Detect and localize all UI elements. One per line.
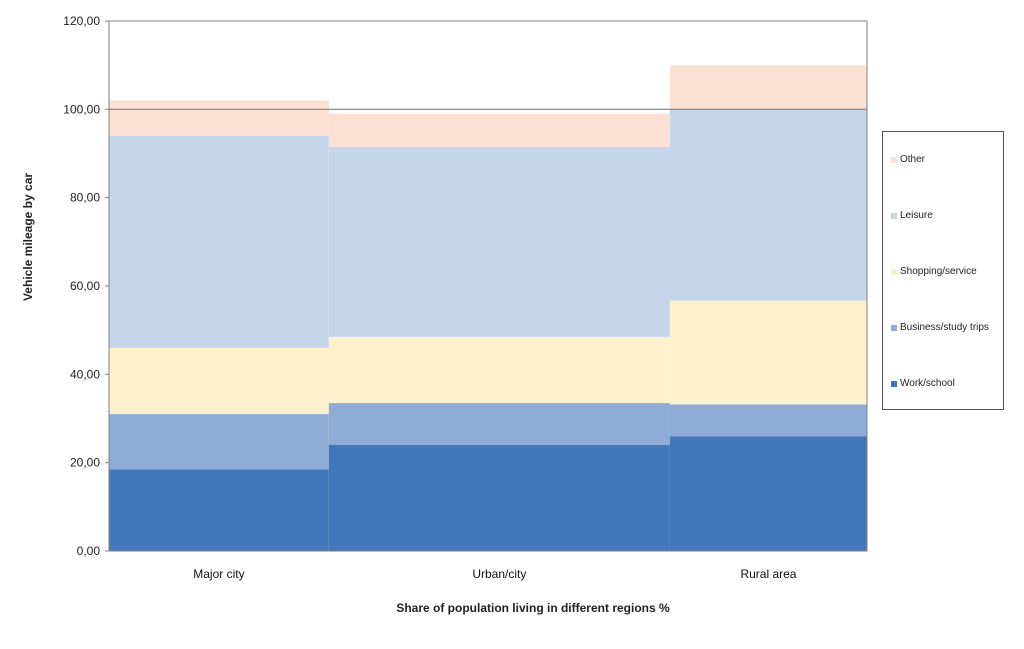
legend-item: Work/school <box>891 378 955 389</box>
bar-4-0 <box>109 100 329 136</box>
legend-swatch <box>891 324 897 331</box>
bar-2-2 <box>669 300 867 405</box>
legend-item: Shopping/service <box>891 266 977 277</box>
bar-0-2 <box>669 436 867 551</box>
y-tick-label: 80,00 <box>70 191 100 205</box>
x-category-label: Major city <box>193 567 244 581</box>
legend-swatch <box>891 212 897 219</box>
bar-0-0 <box>109 469 329 551</box>
bar-2-0 <box>109 347 329 415</box>
legend-item: Leisure <box>891 210 933 221</box>
legend-label: Work/school <box>900 378 955 389</box>
y-tick-label: 60,00 <box>70 279 100 293</box>
legend: Other Leisure Shopping/service Business/stu… <box>882 131 1004 410</box>
bar-2-1 <box>328 336 670 404</box>
legend-label: Other <box>900 154 926 165</box>
y-tick-label: 0,00 <box>77 544 101 558</box>
bar-4-1 <box>328 113 670 147</box>
bar-1-1 <box>328 403 670 445</box>
legend-item: Other <box>891 154 925 165</box>
y-tick-labels: 0,00 20,00 40,00 60,00 80,00 100,00 120,00 <box>63 14 109 558</box>
x-category-labels: Major city Urban/city Rural area <box>193 567 797 581</box>
bar-3-2 <box>669 109 867 301</box>
legend-item: Business/study trips <box>891 322 989 333</box>
legend-swatch <box>891 268 897 275</box>
legend-swatch <box>891 156 897 163</box>
bar-4-2 <box>669 65 867 110</box>
bar-1-2 <box>669 404 867 437</box>
bar-1-0 <box>109 414 329 470</box>
legend-label: Shopping/service <box>900 266 977 277</box>
y-axis-title: Vehicle mileage by car <box>21 173 35 301</box>
x-category-label: Rural area <box>740 567 796 581</box>
bar-3-1 <box>328 146 670 337</box>
y-tick-label: 40,00 <box>70 367 100 381</box>
x-category-label: Urban/city <box>472 567 526 581</box>
y-tick-label: 20,00 <box>70 456 100 470</box>
y-tick-label: 120,00 <box>63 14 100 28</box>
legend-label: Leisure <box>900 210 933 221</box>
x-axis-title: Share of population living in different … <box>396 601 670 615</box>
legend-swatch <box>891 380 897 387</box>
legend-label: Business/study trips <box>900 322 989 333</box>
bar-3-0 <box>109 135 329 348</box>
bar-0-1 <box>328 445 670 551</box>
y-tick-label: 100,00 <box>63 102 100 116</box>
bar-layer <box>109 65 867 551</box>
